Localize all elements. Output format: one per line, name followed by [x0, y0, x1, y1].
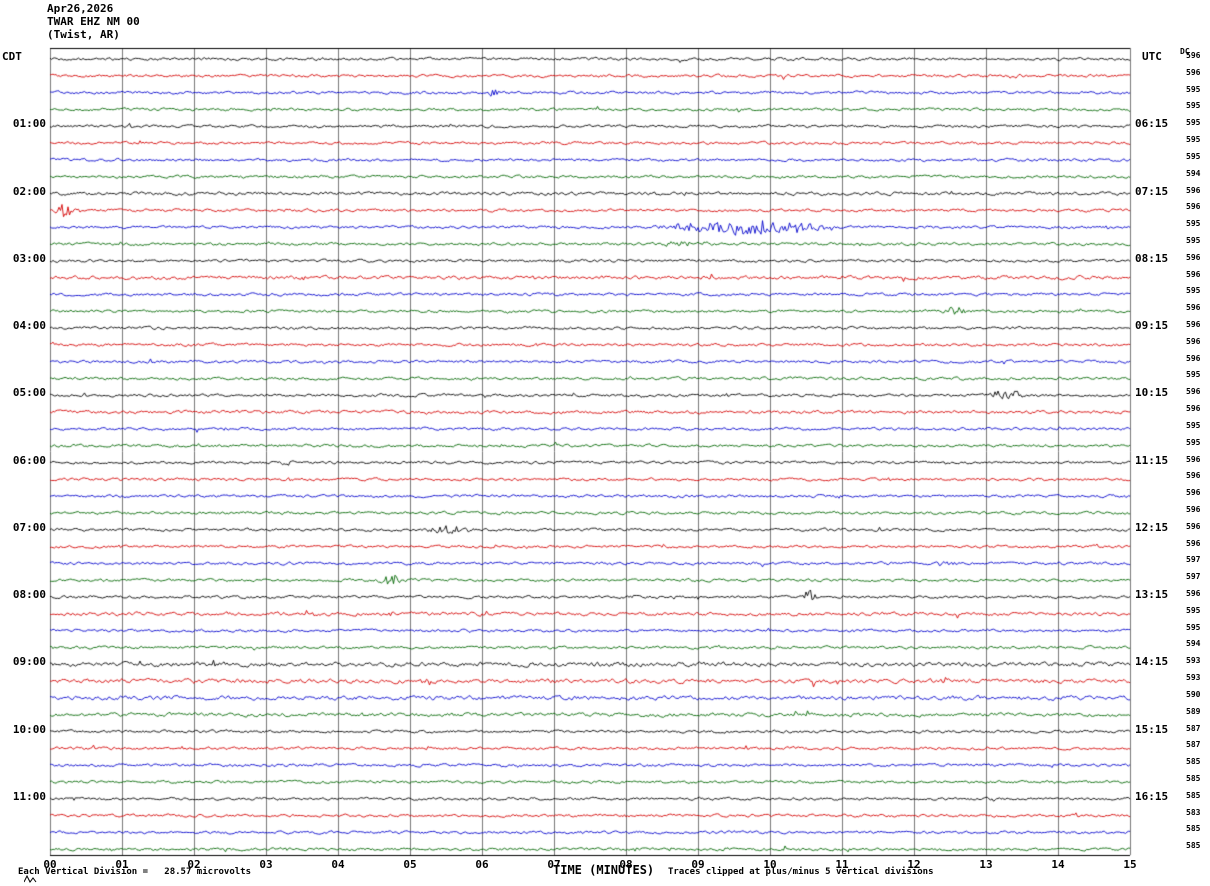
dc-offset-value: 587 — [1186, 740, 1201, 750]
dc-offset-value: 596 — [1186, 51, 1201, 60]
dc-offset-value: 594 — [1186, 639, 1201, 649]
dc-offset-value: 597 — [1186, 555, 1201, 565]
dc-offset-value: 585 — [1186, 824, 1201, 834]
left-time-label: 01:00 — [12, 117, 46, 131]
left-time-label: 02:00 — [12, 184, 46, 198]
dc-offset-value: 597 — [1186, 572, 1201, 582]
dc-offset-value: 595 — [1186, 135, 1201, 145]
dc-offset-value: 596 — [1186, 67, 1201, 77]
right-time-label: 08:15 — [1135, 251, 1169, 265]
right-time-label: 11:15 — [1135, 453, 1169, 467]
dc-offset-value: 595 — [1186, 286, 1201, 296]
dc-offset-value: 595 — [1186, 101, 1201, 111]
dc-offset-value: 596 — [1186, 202, 1201, 212]
x-tick-label: 04 — [331, 858, 345, 871]
dc-offset-value: 595 — [1186, 420, 1201, 430]
dc-offset-value: 583 — [1186, 807, 1201, 817]
dc-offset-value: 596 — [1186, 471, 1201, 481]
left-time-label: 09:00 — [12, 655, 46, 669]
dc-offset-value: 596 — [1186, 185, 1201, 195]
x-tick-label: 12 — [907, 858, 921, 871]
dc-offset-value: 594 — [1186, 168, 1201, 178]
right-timezone-label: UTC — [1142, 50, 1162, 63]
dc-offset-value: 596 — [1186, 320, 1201, 329]
left-time-label: 06:00 — [12, 453, 46, 467]
dc-offset-value: 596 — [1186, 404, 1201, 414]
x-tick-label: 11 — [835, 858, 849, 871]
x-tick-label: 08 — [619, 858, 633, 871]
x-tick-label: 00 — [43, 858, 57, 871]
header-station: TWAR EHZ NM 00 — [47, 15, 140, 28]
dc-offset-value: 595 — [1186, 605, 1201, 615]
corner-squiggle-mark — [24, 874, 37, 883]
dc-offset-value: 593 — [1186, 656, 1201, 666]
x-tick-label: 15 — [1123, 858, 1137, 871]
dc-offset-value: 596 — [1186, 521, 1201, 531]
dc-offset-value: 595 — [1186, 622, 1201, 632]
right-time-label: 16:15 — [1135, 789, 1169, 803]
dc-column-label: DC — [1180, 47, 1190, 56]
right-time-label: 12:15 — [1135, 520, 1169, 534]
dc-offset-value: 593 — [1186, 673, 1201, 683]
dc-offset-value: 596 — [1186, 589, 1201, 598]
right-time-label: 14:15 — [1135, 655, 1169, 669]
x-axis-title: TIME (MINUTES) — [553, 863, 655, 877]
left-time-label: 03:00 — [12, 251, 46, 265]
dc-offset-value: 596 — [1186, 387, 1201, 397]
right-time-label: 10:15 — [1135, 386, 1169, 400]
dc-offset-value: 595 — [1186, 84, 1201, 94]
dc-offset-value: 585 — [1186, 773, 1201, 783]
left-time-label: 10:00 — [12, 722, 46, 736]
dc-offset-value: 596 — [1186, 504, 1201, 514]
dc-offset-value: 595 — [1186, 370, 1201, 380]
left-time-label: 04:00 — [12, 319, 46, 332]
header-location: (Twist, AR) — [47, 28, 120, 41]
right-time-label: 15:15 — [1135, 722, 1169, 736]
left-time-label: 08:00 — [12, 588, 46, 601]
dc-offset-value: 595 — [1186, 235, 1201, 245]
dc-offset-value: 596 — [1186, 353, 1201, 363]
dc-offset-value: 596 — [1186, 538, 1201, 548]
dc-offset-value: 590 — [1186, 689, 1201, 699]
dc-offset-value: 587 — [1186, 723, 1201, 733]
x-tick-label: 14 — [1051, 858, 1065, 871]
x-tick-label: 13 — [979, 858, 993, 871]
dc-offset-value: 585 — [1186, 790, 1201, 800]
dc-offset-value: 596 — [1186, 336, 1201, 346]
dc-offset-value: 596 — [1186, 488, 1201, 498]
dc-offset-value: 596 — [1186, 303, 1201, 313]
dc-offset-value: 596 — [1186, 252, 1201, 262]
dc-offset-value: 595 — [1186, 118, 1201, 128]
right-time-label: 13:15 — [1135, 588, 1169, 601]
left-time-label: 07:00 — [12, 520, 46, 534]
header-date: Apr26,2026 — [47, 2, 114, 15]
left-time-label: 11:00 — [12, 789, 46, 803]
x-tick-label: 10 — [763, 858, 777, 871]
x-tick-label: 07 — [547, 858, 561, 871]
x-tick-label: 02 — [187, 858, 201, 871]
left-timezone-label: CDT — [2, 50, 22, 63]
right-time-label: 07:15 — [1135, 184, 1169, 198]
dc-offset-value: 595 — [1186, 151, 1201, 161]
dc-offset-value: 596 — [1186, 454, 1201, 464]
left-time-label: 05:00 — [12, 386, 46, 400]
clip-note: Traces clipped at plus/minus 5 vertical … — [668, 867, 934, 877]
dc-offset-value: 589 — [1186, 706, 1201, 716]
x-tick-label: 09 — [691, 858, 705, 871]
dc-offset-value: 585 — [1186, 841, 1201, 851]
x-tick-label: 05 — [403, 858, 417, 871]
right-time-label: 06:15 — [1135, 117, 1169, 131]
dc-offset-value: 595 — [1186, 219, 1201, 229]
dc-offset-value: 595 — [1186, 437, 1201, 447]
x-tick-label: 06 — [475, 858, 489, 871]
right-time-label: 09:15 — [1135, 319, 1169, 332]
x-tick-label: 01 — [115, 858, 129, 871]
dc-offset-value: 585 — [1186, 757, 1201, 767]
x-tick-label: 03 — [259, 858, 273, 871]
scale-note: Each Vertical Division = 28.57 microvolt… — [18, 867, 251, 877]
dc-offset-value: 596 — [1186, 269, 1201, 279]
